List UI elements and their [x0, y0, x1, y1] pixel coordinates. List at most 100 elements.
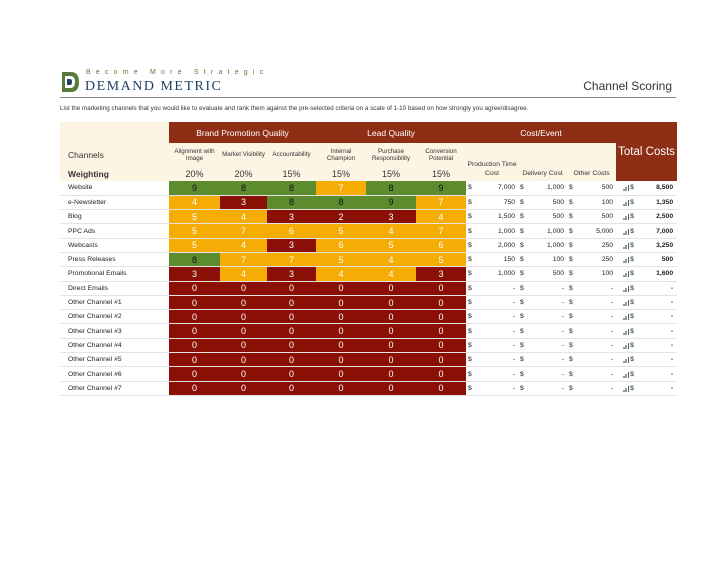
score-cell[interactable]: 0 — [169, 381, 220, 396]
delivery-cost-value[interactable]: 500 — [525, 266, 568, 282]
other-cost-value[interactable]: - — [574, 295, 617, 311]
score-cell[interactable]: 0 — [416, 309, 467, 325]
score-cell[interactable]: 4 — [169, 195, 220, 211]
score-cell[interactable]: 0 — [316, 352, 367, 368]
score-cell[interactable]: 4 — [366, 252, 417, 268]
score-cell[interactable]: 6 — [416, 238, 467, 253]
production-cost-value[interactable]: - — [473, 281, 519, 296]
score-cell[interactable]: 9 — [169, 181, 220, 196]
delivery-cost-value[interactable]: - — [525, 323, 568, 339]
score-cell[interactable]: 6 — [316, 238, 367, 253]
score-cell[interactable]: 0 — [316, 338, 367, 354]
production-cost-value[interactable]: 1,000 — [473, 266, 519, 282]
score-cell[interactable]: 5 — [316, 223, 367, 239]
score-cell[interactable]: 0 — [316, 366, 367, 382]
score-cell[interactable]: 0 — [169, 366, 220, 382]
score-cell[interactable]: 0 — [267, 281, 317, 296]
score-cell[interactable]: 0 — [169, 281, 220, 296]
score-cell[interactable]: 5 — [366, 238, 417, 253]
score-cell[interactable]: 5 — [169, 238, 220, 253]
score-cell[interactable]: 7 — [416, 223, 467, 239]
score-cell[interactable]: 5 — [169, 223, 220, 239]
delivery-cost-value[interactable]: 500 — [525, 195, 568, 211]
score-cell[interactable]: 4 — [316, 266, 367, 282]
production-cost-value[interactable]: - — [473, 352, 519, 368]
score-cell[interactable]: 7 — [220, 223, 267, 239]
score-cell[interactable]: 5 — [316, 252, 367, 268]
delivery-cost-value[interactable]: - — [525, 366, 568, 382]
other-cost-value[interactable]: 250 — [574, 238, 617, 253]
production-cost-value[interactable]: 7,000 — [473, 181, 519, 196]
score-cell[interactable]: 9 — [366, 195, 417, 211]
other-cost-value[interactable]: - — [574, 323, 617, 339]
production-cost-value[interactable]: 1,500 — [473, 209, 519, 225]
delivery-cost-value[interactable]: - — [525, 295, 568, 311]
delivery-cost-value[interactable]: 1,000 — [525, 181, 568, 196]
score-cell[interactable]: 0 — [366, 352, 417, 368]
other-cost-value[interactable]: 5,000 — [574, 223, 617, 239]
score-cell[interactable]: 7 — [316, 181, 367, 196]
score-cell[interactable]: 0 — [366, 281, 417, 296]
other-cost-value[interactable]: 100 — [574, 266, 617, 282]
delivery-cost-value[interactable]: 100 — [525, 252, 568, 268]
score-cell[interactable]: 0 — [220, 338, 267, 354]
delivery-cost-value[interactable]: - — [525, 309, 568, 325]
production-cost-value[interactable]: 750 — [473, 195, 519, 211]
score-cell[interactable]: 0 — [416, 381, 467, 396]
score-cell[interactable]: 0 — [366, 323, 417, 339]
other-cost-value[interactable]: 250 — [574, 252, 617, 268]
score-cell[interactable]: 0 — [169, 352, 220, 368]
score-cell[interactable]: 5 — [169, 209, 220, 225]
score-cell[interactable]: 0 — [220, 323, 267, 339]
score-cell[interactable]: 0 — [366, 381, 417, 396]
score-cell[interactable]: 0 — [316, 381, 367, 396]
production-cost-value[interactable]: - — [473, 323, 519, 339]
score-cell[interactable]: 7 — [267, 252, 317, 268]
score-cell[interactable]: 0 — [267, 366, 317, 382]
other-cost-value[interactable]: 500 — [574, 181, 617, 196]
score-cell[interactable]: 3 — [267, 209, 317, 225]
score-cell[interactable]: 5 — [416, 252, 467, 268]
score-cell[interactable]: 8 — [316, 195, 367, 211]
score-cell[interactable]: 0 — [316, 295, 367, 311]
score-cell[interactable]: 0 — [267, 295, 317, 311]
score-cell[interactable]: 4 — [366, 223, 417, 239]
delivery-cost-value[interactable]: - — [525, 338, 568, 354]
production-cost-value[interactable]: - — [473, 338, 519, 354]
production-cost-value[interactable]: 1,000 — [473, 223, 519, 239]
score-cell[interactable]: 3 — [366, 209, 417, 225]
delivery-cost-value[interactable]: 1,000 — [525, 223, 568, 239]
score-cell[interactable]: 0 — [220, 281, 267, 296]
score-cell[interactable]: 7 — [220, 252, 267, 268]
score-cell[interactable]: 4 — [220, 266, 267, 282]
score-cell[interactable]: 9 — [416, 181, 467, 196]
score-cell[interactable]: 0 — [267, 309, 317, 325]
score-cell[interactable]: 0 — [169, 295, 220, 311]
delivery-cost-value[interactable]: - — [525, 352, 568, 368]
production-cost-value[interactable]: 150 — [473, 252, 519, 268]
score-cell[interactable]: 8 — [220, 181, 267, 196]
score-cell[interactable]: 0 — [366, 295, 417, 311]
other-cost-value[interactable]: - — [574, 338, 617, 354]
score-cell[interactable]: 0 — [267, 338, 317, 354]
score-cell[interactable]: 0 — [416, 338, 467, 354]
score-cell[interactable]: 0 — [366, 309, 417, 325]
other-cost-value[interactable]: - — [574, 309, 617, 325]
score-cell[interactable]: 0 — [366, 366, 417, 382]
score-cell[interactable]: 3 — [416, 266, 467, 282]
score-cell[interactable]: 0 — [220, 309, 267, 325]
score-cell[interactable]: 0 — [416, 323, 467, 339]
score-cell[interactable]: 0 — [220, 352, 267, 368]
score-cell[interactable]: 0 — [169, 309, 220, 325]
score-cell[interactable]: 0 — [316, 281, 367, 296]
score-cell[interactable]: 0 — [366, 338, 417, 354]
score-cell[interactable]: 6 — [267, 223, 317, 239]
score-cell[interactable]: 0 — [220, 366, 267, 382]
score-cell[interactable]: 0 — [316, 309, 367, 325]
delivery-cost-value[interactable]: 1,000 — [525, 238, 568, 253]
score-cell[interactable]: 8 — [267, 195, 317, 211]
score-cell[interactable]: 0 — [169, 323, 220, 339]
score-cell[interactable]: 7 — [416, 195, 467, 211]
score-cell[interactable]: 0 — [220, 381, 267, 396]
score-cell[interactable]: 0 — [267, 352, 317, 368]
